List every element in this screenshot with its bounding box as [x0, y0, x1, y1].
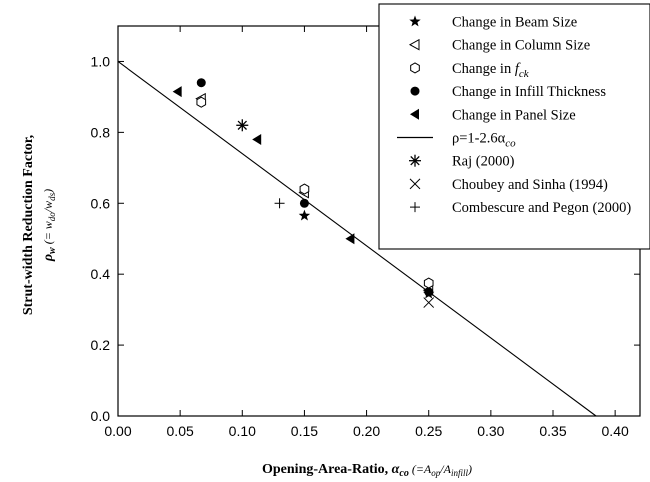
- y-axis-label-line1: Strut-width Reduction Factor,: [21, 135, 36, 315]
- legend-label: Change in fck: [452, 61, 530, 80]
- x-tick-label: 0.10: [229, 423, 256, 439]
- legend-label: Change in Panel Size: [452, 107, 576, 123]
- y-tick-label: 1.0: [91, 53, 111, 69]
- legend-label: Choubey and Sinha (1994): [452, 177, 608, 193]
- data-series: [117, 61, 597, 417]
- x-tick-label: 0.30: [477, 423, 504, 439]
- x-tick-label: 0.00: [104, 423, 131, 439]
- series-2: [196, 96, 434, 289]
- x-tick-label: 0.40: [602, 423, 629, 439]
- data-point: [298, 209, 311, 221]
- axis-ticks: 0.00 0.05 0.10 0.15 0.20 0.25 0.30 0.35 0.40 0.0 0…: [91, 26, 640, 439]
- legend-marker: [408, 38, 420, 51]
- series-7: [423, 297, 435, 308]
- data-point: [196, 78, 206, 88]
- x-axis-label: Opening-Area-Ratio, αco (=Aop/Ainfill): [262, 462, 472, 479]
- y-tick-label: 0.4: [91, 266, 111, 282]
- legend: Change in Beam Size Change in Column Size…: [378, 3, 650, 250]
- x-tick-label: 0.15: [291, 423, 318, 439]
- legend-marker: [409, 154, 421, 167]
- y-axis-label: Strut-width Reduction Factor, ρw (= wdo/…: [21, 135, 58, 315]
- legend-marker: [410, 62, 420, 74]
- legend-marker: [410, 108, 419, 120]
- series-6: [236, 119, 249, 132]
- x-tick-label: 0.25: [415, 423, 442, 439]
- legend-box: [378, 3, 650, 250]
- data-point: [299, 183, 310, 195]
- data-point: [252, 133, 262, 145]
- fit-line: [117, 61, 597, 417]
- y-axis-label-line2: ρw (= wdo/wds): [41, 189, 58, 262]
- legend-marker: [410, 86, 420, 96]
- legend-label: Combescure and Pegon (2000): [452, 200, 631, 216]
- data-point: [345, 233, 355, 245]
- series-4: [172, 86, 355, 245]
- data-point: [196, 96, 207, 108]
- data-point: [423, 277, 434, 289]
- series-8: [274, 198, 285, 209]
- legend-marker: [409, 178, 421, 190]
- legend-label: Change in Infill Thickness: [452, 84, 606, 100]
- data-point: [172, 86, 182, 98]
- y-tick-label: 0.8: [91, 124, 111, 140]
- y-tick-label: 0.0: [91, 408, 111, 424]
- data-point: [274, 198, 285, 209]
- y-tick-label: 0.6: [91, 195, 111, 211]
- x-tick-label: 0.20: [353, 423, 380, 439]
- legend-label: Change in Beam Size: [452, 15, 577, 31]
- legend-label: Change in Column Size: [452, 38, 590, 54]
- x-tick-label: 0.35: [539, 423, 566, 439]
- series-5: [117, 61, 597, 417]
- legend-label: ρ=1-2.6αco: [452, 131, 516, 150]
- legend-label: Raj (2000): [452, 154, 515, 170]
- y-tick-label: 0.2: [91, 337, 111, 353]
- data-point: [423, 297, 435, 308]
- data-point: [236, 119, 249, 132]
- legend-marker: [409, 15, 421, 27]
- x-tick-label: 0.05: [167, 423, 194, 439]
- legend-marker: [410, 202, 420, 213]
